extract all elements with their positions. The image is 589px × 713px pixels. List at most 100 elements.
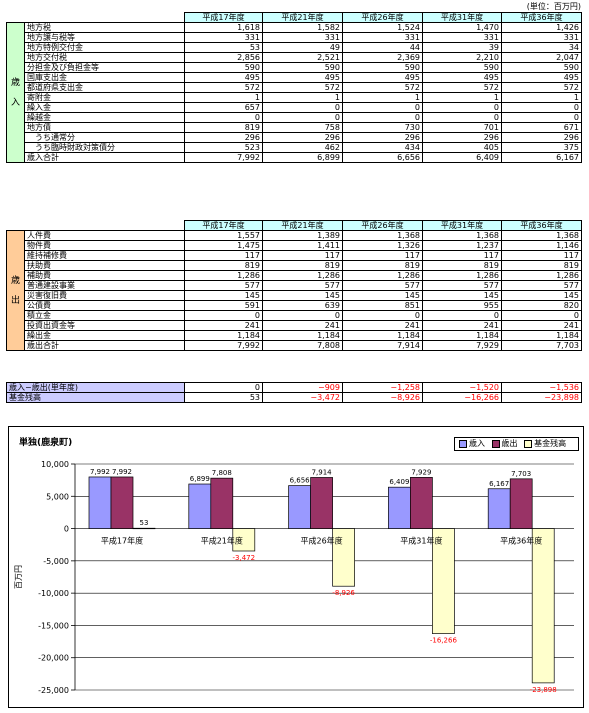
cell-value: 7,929 <box>422 340 502 351</box>
cell-value: 572 <box>422 82 502 93</box>
table-row: 投資出資金等 241 241 241 241 241 <box>7 320 582 331</box>
cell-value: 730 <box>342 122 423 133</box>
cell-value: 6,167 <box>501 152 582 163</box>
data-label: -16,266 <box>430 637 458 645</box>
table-row: 歳入合計 7,992 6,899 6,656 6,409 6,167 <box>7 152 582 163</box>
table-row: 地方債 819 758 730 701 671 <box>7 122 582 133</box>
cell-value: 0 <box>342 102 423 113</box>
x-category-label: 平成17年度 <box>101 536 143 546</box>
row-label: 災害復旧費 <box>24 290 185 301</box>
data-label: -8,926 <box>332 589 355 597</box>
table-row: うち臨時財政対策債分 523 462 434 405 375 <box>7 142 582 153</box>
cell-value: 0 <box>184 310 263 321</box>
data-label: 7,992 <box>112 468 132 476</box>
x-category-label: 平成26年度 <box>301 536 343 546</box>
bar <box>388 486 411 529</box>
bar <box>88 476 112 529</box>
table-row: 地方譲与税等 331 331 331 331 331 <box>7 32 582 43</box>
cell-value: 1,184 <box>501 330 582 341</box>
cell-value: 0 <box>422 112 502 123</box>
cell-value: 1 <box>422 92 502 103</box>
cell-value: 639 <box>262 300 343 311</box>
cell-value: 7,992 <box>184 340 263 351</box>
cell-value: 1,184 <box>422 330 502 341</box>
row-label: 繰出金 <box>24 330 185 341</box>
cell-value: 6,409 <box>422 152 502 163</box>
data-label: 7,914 <box>312 468 333 476</box>
data-label: 6,899 <box>190 475 210 483</box>
cell-value: 0 <box>262 112 343 123</box>
balance-value: −16,266 <box>422 392 502 403</box>
cell-value: 819 <box>342 260 423 271</box>
table-row: 積立金 0 0 0 0 0 <box>7 310 582 321</box>
data-label: 7,929 <box>411 468 431 476</box>
cell-value: 572 <box>262 82 343 93</box>
cell-value: 1,184 <box>342 330 423 341</box>
table-row: 国庫支出金 495 495 495 495 495 <box>7 72 582 83</box>
section-char: 歳 <box>10 77 20 88</box>
cell-value: 1,286 <box>422 270 502 281</box>
cell-value: 296 <box>184 132 263 143</box>
y-tick-label: -20,000 <box>38 654 69 663</box>
balance-value: −1,258 <box>342 382 423 393</box>
cell-value: 145 <box>501 290 582 301</box>
row-label: 扶助費 <box>24 260 185 271</box>
row-label: 積立金 <box>24 310 185 321</box>
cell-value: 1,475 <box>184 240 263 251</box>
bar <box>288 485 311 529</box>
cell-value: 590 <box>184 62 263 73</box>
revenue-section-label: 歳入 <box>6 22 25 163</box>
year-header: 平成21年度 <box>262 12 343 23</box>
bar <box>310 477 333 529</box>
table-row: 維持補修費 117 117 117 117 117 <box>7 250 582 261</box>
cell-value: 241 <box>342 320 423 331</box>
y-tick-label: 5,000 <box>46 492 69 501</box>
cell-value: 495 <box>342 72 423 83</box>
row-label: 地方特例交付金 <box>24 42 185 53</box>
table-row: 都道府県支出金 572 572 572 572 572 <box>7 82 582 93</box>
cell-value: 0 <box>184 112 263 123</box>
cell-value: 572 <box>184 82 263 93</box>
table-row: 物件費 1,475 1,411 1,326 1,237 1,146 <box>7 240 582 251</box>
cell-value: 819 <box>184 122 263 133</box>
cell-value: 1,286 <box>342 270 423 281</box>
cell-value: 1,146 <box>501 240 582 251</box>
cell-value: 1 <box>184 92 263 103</box>
expenditure-section-label: 歳出 <box>6 230 25 351</box>
cell-value: 591 <box>184 300 263 311</box>
bar <box>432 528 455 634</box>
x-category-label: 平成31年度 <box>400 536 442 546</box>
row-label: 繰越金 <box>24 112 185 123</box>
cell-value: 375 <box>501 142 582 153</box>
y-tick-label: 10,000 <box>41 460 69 469</box>
row-label: 公債費 <box>24 300 185 311</box>
cell-value: 0 <box>501 310 582 321</box>
balance-label: 歳入−歳出(単年度) <box>6 382 185 393</box>
cell-value: 495 <box>262 72 343 83</box>
bar <box>132 527 156 530</box>
row-label: 地方譲与税等 <box>24 32 185 43</box>
cell-value: 0 <box>422 310 502 321</box>
cell-value: 1,618 <box>184 22 263 33</box>
balance-value: −1,536 <box>501 382 582 393</box>
legend-swatch-revenue <box>459 439 467 448</box>
section-char: 歳 <box>10 275 20 286</box>
cell-value: 6,656 <box>342 152 423 163</box>
row-label: うち臨時財政対策債分 <box>24 142 185 153</box>
cell-value: 434 <box>342 142 423 153</box>
legend-swatch-fund <box>524 439 533 448</box>
header-row: 平成17年度 平成21年度 平成26年度 平成31年度 平成36年度 <box>7 12 582 23</box>
chart-legend: 歳入 歳出 基金残高 <box>454 437 579 451</box>
balance-value: 53 <box>184 392 263 403</box>
cell-value: 331 <box>262 32 343 43</box>
cell-value: 117 <box>422 250 502 261</box>
cell-value: 331 <box>501 32 582 43</box>
cell-value: 819 <box>422 260 502 271</box>
row-label: 繰入金 <box>24 102 185 113</box>
table-row: 寄附金 1 1 1 1 1 <box>7 92 582 103</box>
table-row: 普通建設事業 577 577 577 577 577 <box>7 280 582 291</box>
cell-value: 0 <box>262 310 343 321</box>
row-label: 歳入合計 <box>24 152 185 163</box>
cell-value: 2,856 <box>184 52 263 63</box>
header-row: 平成17年度 平成21年度 平成26年度 平成31年度 平成36年度 <box>7 220 582 231</box>
